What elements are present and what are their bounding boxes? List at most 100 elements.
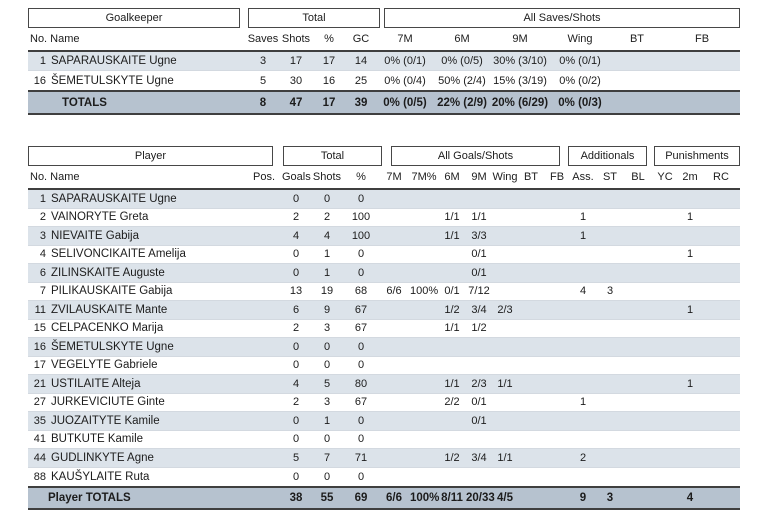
column-header-2m: 2m — [682, 171, 698, 183]
cell-name: JURKEVICIUTE Ginte — [51, 396, 165, 409]
cell-shots: 4 — [323, 229, 331, 242]
cell-name: SAPARAUSKAITE Ugne — [51, 55, 177, 67]
table-row: 17 VEGELYTE Gabriele 0 0 0 — [28, 357, 740, 375]
cell-name: CELPACENKO Marija — [51, 322, 164, 335]
cell-goals: 5 — [292, 451, 300, 464]
cell-shots: 5 — [323, 377, 331, 390]
column-header-7m: 7M — [386, 171, 402, 183]
cell-pct: 71 — [354, 451, 368, 464]
cell-goals: 4 — [292, 229, 300, 242]
table-row: 88 KAUŠYLAITE Ruta 0 0 0 — [28, 468, 740, 487]
cell-no: 35 — [33, 414, 46, 427]
cell-m2: 1 — [686, 248, 694, 261]
cell-shots: 1 — [323, 266, 331, 279]
cell-shots: 1 — [323, 414, 331, 427]
cell-pct: 16 — [322, 74, 336, 87]
cell-goals: 0 — [292, 340, 300, 353]
column-header-pos: Pos. — [252, 171, 275, 183]
cell-goals: 0 — [292, 248, 300, 261]
goalkeeper-rows: 1 SAPARAUSKAITE Ugne 3 17 17 14 0% (0/1) 0% (0/… — [28, 52, 740, 90]
cell-m2: 1 — [686, 303, 694, 316]
cell-saves: 5 — [259, 74, 267, 87]
cell-name: ZVILAUSKAITE Mante — [51, 303, 168, 316]
cell-ass: 1 — [579, 211, 587, 224]
cell-wing: 2/3 — [497, 303, 513, 316]
cell-name: USTILAITE Alteja — [51, 377, 141, 390]
cell-no: 16 — [33, 74, 46, 87]
cell-7m: 0% (0/5) — [383, 96, 427, 109]
cell-m6: 1/2 — [444, 303, 460, 316]
player-column-header-row: No. Name Pos. Goals Shots % 7M 7M% 6M 9M… — [28, 166, 740, 190]
totals-label: TOTALS — [62, 96, 107, 109]
table-row: 16 ŠEMETULSKYTE Ugne 0 0 0 — [28, 338, 740, 357]
group-header-gk-total: Total — [248, 8, 380, 28]
cell-wing: 0% (0/2) — [559, 74, 601, 87]
cell-no: 44 — [33, 451, 46, 464]
cell-wing: 0% (0/3) — [558, 96, 602, 109]
cell-m9: 3/4 — [471, 303, 487, 316]
cell-2m: 4 — [686, 492, 694, 504]
cell-ass: 4 — [579, 285, 587, 298]
cell-name: GUDLINKYTE Agne — [51, 451, 154, 464]
cell-m2: 1 — [686, 211, 694, 224]
cell-no: 27 — [33, 396, 46, 409]
cell-pct: 67 — [354, 396, 368, 409]
table-row: 1 SAPARAUSKAITE Ugne 0 0 0 — [28, 190, 740, 209]
table-row: 7 PILIKAUSKAITE Gabija 13 19 68 6/6 100% 0/1 7/1… — [28, 283, 740, 301]
cell-shots: 0 — [323, 359, 331, 372]
cell-goals: 38 — [289, 492, 303, 504]
cell-shots: 0 — [323, 470, 331, 483]
table-row: 35 JUOZAITYTE Kamile 0 1 0 0/1 — [28, 412, 740, 431]
table-row: 3 NIEVAITE Gabija 4 4 100 1/1 3/3 1 — [28, 227, 740, 246]
cell-name: PILIKAUSKAITE Gabija — [51, 285, 173, 298]
cell-shots: 19 — [320, 285, 334, 298]
goalkeeper-group-header-row: Goalkeeper Total All Saves/Shots — [28, 8, 740, 28]
cell-9m: 20/33 — [466, 492, 495, 504]
cell-pct: 0 — [357, 433, 365, 446]
column-header-assists: Ass. — [572, 171, 594, 183]
column-header-saves: Saves — [247, 33, 279, 45]
cell-shots: 0 — [323, 433, 331, 446]
cell-m6: 1/1 — [444, 211, 460, 224]
cell-m9: 0/1 — [471, 248, 487, 261]
cell-shots: 7 — [323, 451, 331, 464]
cell-goals: 4 — [292, 377, 300, 390]
cell-shots: 0 — [323, 340, 331, 353]
cell-pct: 80 — [354, 377, 368, 390]
cell-m9: 3/4 — [471, 451, 487, 464]
cell-pct: 0 — [357, 359, 365, 372]
player-rows: 1 SAPARAUSKAITE Ugne 0 0 0 2 VAINORYTE Greta 2 2… — [28, 190, 740, 486]
cell-no: 6 — [39, 266, 46, 279]
cell-wing: 0% (0/1) — [559, 55, 601, 67]
table-row: 1 SAPARAUSKAITE Ugne 3 17 17 14 0% (0/1) 0% (0/… — [28, 52, 740, 71]
column-header-gc: GC — [352, 33, 370, 45]
column-header-fb: FB — [694, 33, 710, 45]
cell-no: 3 — [39, 229, 46, 242]
cell-no: 4 — [39, 248, 46, 261]
cell-no: 1 — [39, 55, 46, 67]
cell-name: JUOZAITYTE Kamile — [51, 414, 160, 427]
player-group-header-row: Player Total All Goals/Shots Additionals… — [28, 146, 740, 166]
cell-pct: 17 — [322, 55, 336, 67]
cell-wing: 1/1 — [497, 377, 513, 390]
cell-wing: 1/1 — [497, 451, 513, 464]
cell-pct: 0 — [357, 266, 365, 279]
cell-no: 15 — [33, 322, 46, 335]
cell-no: 16 — [33, 340, 46, 353]
cell-no: 2 — [39, 211, 46, 224]
cell-percent: 17 — [322, 96, 336, 109]
cell-name: ŠEMETULSKYTE Ugne — [51, 74, 174, 87]
cell-name: VEGELYTE Gabriele — [51, 359, 158, 372]
column-header-shots: Shots — [312, 171, 342, 183]
cell-pct: 0 — [357, 470, 365, 483]
column-header-goals: Goals — [282, 171, 311, 183]
cell-m9: 0/1 — [471, 414, 487, 427]
column-header-percent: % — [356, 171, 366, 183]
column-header-shots: Shots — [281, 33, 311, 45]
cell-saves: 8 — [259, 96, 267, 109]
table-row: 44 GUDLINKYTE Agne 5 7 71 1/2 3/4 1/1 2 — [28, 449, 740, 468]
cell-ass: 2 — [579, 451, 587, 464]
cell-no: 41 — [33, 433, 46, 446]
cell-goals: 13 — [289, 285, 303, 298]
table-row: 11 ZVILAUSKAITE Mante 6 9 67 1/2 3/4 2/3 1 — [28, 301, 740, 320]
